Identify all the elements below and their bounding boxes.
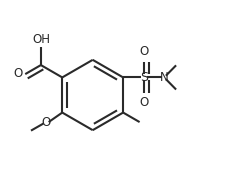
Text: N: N	[160, 71, 168, 84]
Text: O: O	[140, 45, 149, 59]
Text: O: O	[13, 67, 22, 80]
Text: S: S	[140, 71, 148, 84]
Text: O: O	[140, 97, 149, 109]
Text: OH: OH	[33, 32, 51, 46]
Text: O: O	[41, 116, 50, 129]
